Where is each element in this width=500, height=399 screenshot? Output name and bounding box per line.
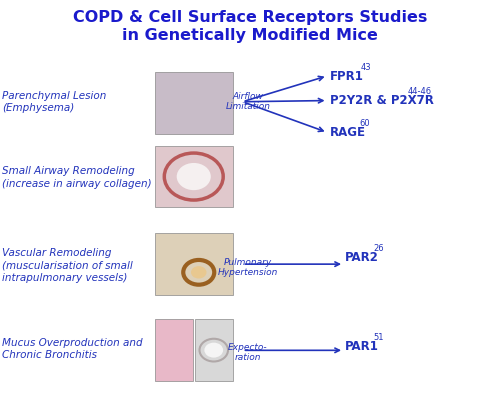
Text: Parenchymal Lesion
(Emphysema): Parenchymal Lesion (Emphysema)	[2, 91, 107, 113]
Text: 26: 26	[373, 244, 384, 253]
Text: in Genetically Modified Mice: in Genetically Modified Mice	[122, 28, 378, 43]
Text: Airflow
Limitation: Airflow Limitation	[226, 92, 270, 111]
Bar	[155, 233, 232, 295]
Text: PAR1: PAR1	[345, 340, 379, 353]
Text: P2Y2R & P2X7R: P2Y2R & P2X7R	[330, 94, 434, 107]
Bar	[155, 72, 232, 134]
Circle shape	[191, 266, 206, 279]
Bar	[155, 319, 192, 381]
Text: Pulmonary
Hypertension: Pulmonary Hypertension	[218, 258, 278, 277]
Text: 60: 60	[359, 119, 370, 128]
Text: Small Airway Remodeling
(increase in airway collagen): Small Airway Remodeling (increase in air…	[2, 166, 152, 189]
Text: 43: 43	[361, 63, 372, 72]
Circle shape	[176, 163, 211, 190]
Text: PAR2: PAR2	[345, 251, 379, 264]
Text: Vascular Remodeling
(muscularisation of small
intrapulmonary vessels): Vascular Remodeling (muscularisation of …	[2, 248, 133, 283]
Text: COPD & Cell Surface Receptors Studies: COPD & Cell Surface Receptors Studies	[73, 10, 427, 25]
Text: 44-46: 44-46	[408, 87, 432, 96]
Text: Mucus Overproduction and
Chronic Bronchitis: Mucus Overproduction and Chronic Bronchi…	[2, 338, 143, 360]
Text: FPR1: FPR1	[330, 70, 364, 83]
Text: Expecto-
ration: Expecto- ration	[228, 343, 268, 362]
Bar	[155, 146, 232, 207]
Bar	[195, 319, 232, 381]
Text: RAGE: RAGE	[330, 126, 366, 139]
Circle shape	[204, 343, 223, 358]
Text: 51: 51	[373, 334, 384, 342]
